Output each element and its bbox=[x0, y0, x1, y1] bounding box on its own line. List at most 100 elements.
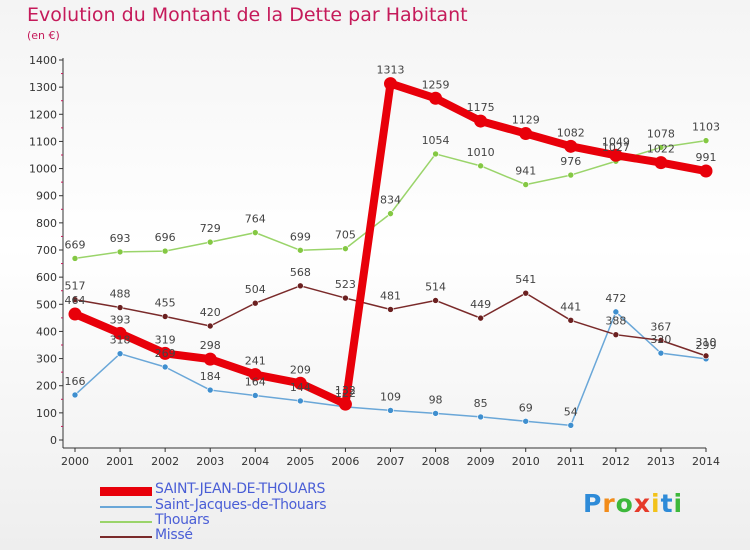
y-tick-label: 0 bbox=[50, 434, 57, 447]
data-label-miss-: 541 bbox=[515, 273, 536, 286]
data-point-miss- bbox=[297, 282, 304, 290]
data-point-saint-jean-de-thouars bbox=[338, 397, 352, 411]
x-tick-label: 2006 bbox=[331, 455, 359, 468]
data-label-saint-jean-de-thouars: 1082 bbox=[557, 126, 585, 139]
data-label-saint-jean-de-thouars: 298 bbox=[200, 339, 221, 352]
data-point-thouars bbox=[206, 238, 214, 246]
y-tick-label: 900 bbox=[36, 190, 57, 203]
data-label-thouars: 693 bbox=[110, 232, 131, 245]
legend-swatch bbox=[100, 536, 152, 538]
data-point-miss- bbox=[477, 314, 484, 322]
data-point-saint-jacques-de-thouars bbox=[522, 417, 530, 425]
x-tick-label: 2007 bbox=[377, 455, 405, 468]
data-point-saint-jean-de-thouars bbox=[519, 127, 533, 141]
data-label-miss-: 367 bbox=[650, 320, 671, 333]
data-point-thouars bbox=[567, 171, 575, 179]
data-label-thouars: 976 bbox=[560, 155, 581, 168]
data-point-saint-jacques-de-thouars bbox=[657, 349, 665, 357]
logo-letter: i bbox=[651, 489, 661, 518]
data-point-saint-jacques-de-thouars bbox=[612, 308, 620, 316]
data-label-saint-jacques-de-thouars: 299 bbox=[696, 339, 717, 352]
data-point-saint-jean-de-thouars bbox=[68, 307, 82, 321]
data-label-thouars: 1078 bbox=[647, 127, 675, 140]
logo-letter: r bbox=[602, 489, 616, 518]
data-point-saint-jean-de-thouars bbox=[429, 91, 443, 105]
data-point-saint-jacques-de-thouars bbox=[567, 422, 575, 429]
data-label-saint-jacques-de-thouars: 320 bbox=[650, 333, 671, 346]
data-label-saint-jean-de-thouars: 1129 bbox=[512, 114, 540, 127]
x-tick-label: 2010 bbox=[512, 455, 540, 468]
data-label-saint-jean-de-thouars: 1259 bbox=[422, 78, 450, 91]
y-tick-label: 1100 bbox=[29, 135, 57, 148]
data-point-thouars bbox=[71, 255, 79, 262]
x-tick-label: 2014 bbox=[692, 455, 720, 468]
logo-letter: t bbox=[660, 489, 674, 518]
y-tick-label: 1400 bbox=[29, 54, 57, 67]
data-label-miss-: 488 bbox=[110, 288, 131, 301]
data-point-thouars bbox=[342, 245, 349, 252]
y-tick-label: 1000 bbox=[29, 163, 57, 176]
legend-swatch bbox=[100, 521, 152, 523]
x-tick-label: 2005 bbox=[286, 455, 314, 468]
data-label-thouars: 729 bbox=[200, 222, 221, 235]
x-tick-label: 2012 bbox=[602, 455, 630, 468]
data-label-saint-jacques-de-thouars: 144 bbox=[290, 381, 311, 394]
data-point-thouars bbox=[387, 210, 394, 217]
data-label-saint-jean-de-thouars: 1175 bbox=[467, 101, 495, 114]
chart-title: Evolution du Montant de la Dette par Hab… bbox=[27, 4, 468, 26]
data-point-saint-jacques-de-thouars bbox=[387, 407, 394, 414]
data-label-miss-: 449 bbox=[470, 298, 491, 311]
legend-label: Thouars bbox=[155, 512, 210, 528]
x-tick-label: 2001 bbox=[106, 455, 134, 468]
logo-letter: P bbox=[583, 489, 603, 518]
data-point-miss- bbox=[432, 297, 439, 304]
legend-swatch bbox=[100, 487, 152, 496]
data-label-thouars: 1103 bbox=[692, 121, 720, 134]
data-point-saint-jean-de-thouars bbox=[654, 156, 668, 170]
data-label-saint-jacques-de-thouars: 69 bbox=[519, 401, 533, 414]
data-label-saint-jean-de-thouars: 209 bbox=[290, 363, 311, 376]
data-point-thouars bbox=[657, 144, 665, 151]
y-tick-label: 1200 bbox=[29, 108, 57, 121]
data-label-saint-jacques-de-thouars: 318 bbox=[110, 334, 131, 347]
data-label-saint-jacques-de-thouars: 109 bbox=[380, 390, 401, 403]
data-label-saint-jacques-de-thouars: 98 bbox=[429, 393, 443, 406]
data-label-miss-: 388 bbox=[605, 315, 626, 328]
data-point-saint-jean-de-thouars bbox=[203, 352, 217, 366]
data-label-saint-jean-de-thouars: 132 bbox=[335, 384, 356, 397]
data-label-thouars: 705 bbox=[335, 229, 356, 242]
data-label-thouars: 1027 bbox=[602, 141, 630, 154]
logo-letter: o bbox=[615, 489, 634, 518]
data-label-thouars: 834 bbox=[380, 194, 401, 207]
data-label-miss-: 514 bbox=[425, 280, 446, 293]
data-point-miss- bbox=[342, 294, 349, 302]
data-label-miss-: 441 bbox=[560, 300, 581, 313]
x-tick-label: 2000 bbox=[61, 455, 89, 468]
proxiti-logo: Proxiti bbox=[583, 489, 683, 518]
unit-label: (en €) bbox=[27, 29, 60, 42]
data-label-saint-jean-de-thouars: 991 bbox=[696, 151, 717, 164]
data-point-saint-jacques-de-thouars bbox=[206, 386, 214, 394]
data-label-thouars: 1010 bbox=[467, 146, 495, 159]
data-label-thouars: 699 bbox=[290, 230, 311, 243]
data-point-saint-jean-de-thouars bbox=[293, 376, 307, 390]
data-point-saint-jacques-de-thouars bbox=[116, 350, 124, 357]
data-label-saint-jean-de-thouars: 1313 bbox=[377, 64, 405, 77]
data-label-saint-jean-de-thouars: 241 bbox=[245, 355, 266, 368]
y-tick-label: 1300 bbox=[29, 81, 57, 94]
x-tick-label: 2009 bbox=[467, 455, 495, 468]
data-label-saint-jacques-de-thouars: 122 bbox=[335, 387, 356, 400]
data-point-miss- bbox=[657, 337, 665, 344]
data-point-thouars bbox=[161, 247, 169, 255]
logo-letter: i bbox=[673, 489, 684, 518]
data-point-thouars bbox=[251, 229, 259, 236]
data-point-saint-jean-de-thouars bbox=[384, 77, 397, 91]
data-point-thouars bbox=[116, 248, 124, 256]
data-label-thouars: 764 bbox=[245, 213, 266, 226]
y-tick-label: 800 bbox=[36, 217, 57, 230]
data-point-miss- bbox=[612, 331, 620, 338]
data-point-miss- bbox=[702, 352, 710, 360]
data-point-saint-jacques-de-thouars bbox=[432, 410, 439, 417]
